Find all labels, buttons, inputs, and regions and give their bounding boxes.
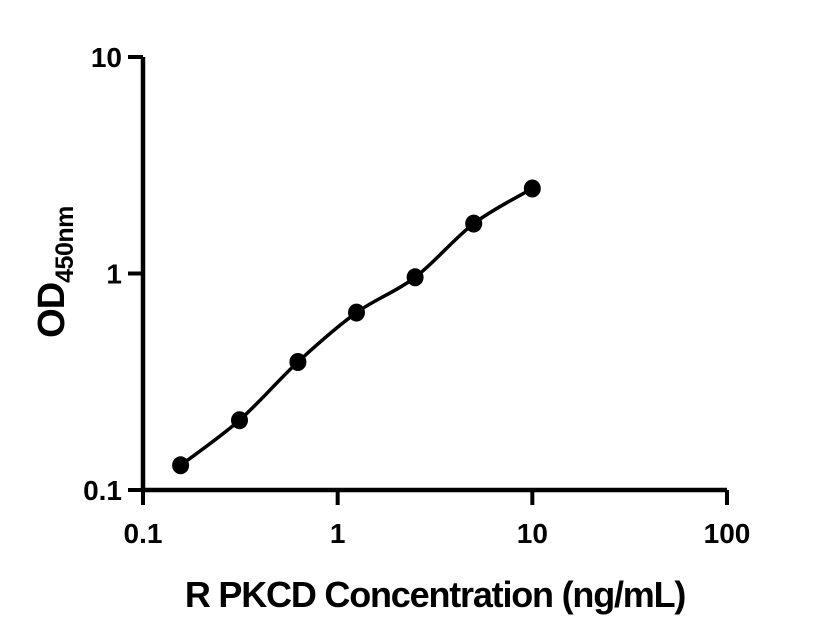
x-tick-label: 1	[330, 518, 346, 549]
series-layer	[172, 179, 541, 475]
y-tick-label: 10	[91, 42, 122, 73]
data-point	[465, 214, 483, 233]
data-point	[406, 268, 424, 287]
data-point	[523, 179, 541, 198]
y-axis-title: OD450nm	[31, 206, 79, 338]
x-tick-label: 100	[704, 518, 751, 549]
x-axis-title: R PKCD Concentration (ng/mL)	[185, 574, 686, 615]
ticks-layer: 0.1 1 10 0.1 1 10 100	[83, 42, 750, 549]
y-axis-title-subscript: 450nm	[51, 206, 79, 283]
y-axis-title-main: OD	[31, 283, 73, 338]
data-point	[348, 303, 365, 322]
y-tick-label: 0.1	[83, 475, 122, 506]
data-point	[172, 456, 190, 475]
y-tick-label: 1	[106, 259, 122, 290]
data-point	[231, 411, 248, 430]
x-tick-label: 0.1	[124, 518, 163, 549]
data-point	[289, 353, 307, 371]
x-tick-label: 10	[517, 518, 548, 549]
axis-frame	[140, 57, 727, 493]
